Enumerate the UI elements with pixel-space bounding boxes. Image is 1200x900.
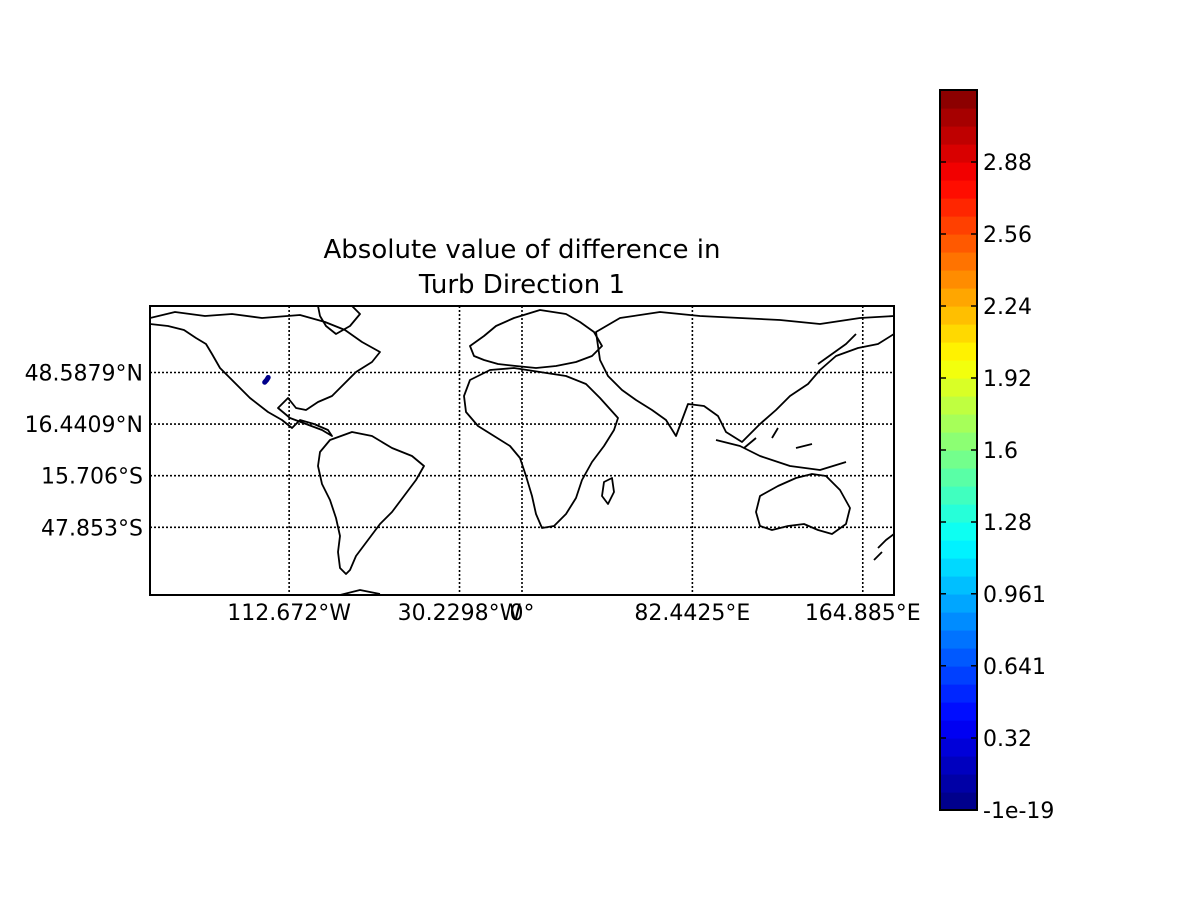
colorbar-band: [940, 324, 977, 343]
colorbar-tick-label: 1.28: [983, 511, 1032, 536]
landmass-indonesia: [715, 427, 847, 471]
colorbar-tick-label: 2.56: [983, 223, 1032, 248]
data-contour: [262, 374, 271, 385]
continent-europe: [469, 309, 603, 369]
colorbar-band: [940, 540, 977, 559]
colorbar-band: [940, 720, 977, 739]
colorbar-band: [940, 162, 977, 181]
colorbar-band: [940, 522, 977, 541]
colorbar-tick-label: 0.641: [983, 655, 1046, 680]
meridian-label: 82.4425°E: [634, 601, 750, 626]
continent-asia: [595, 311, 894, 443]
parallel-label: 47.853°S: [41, 516, 143, 541]
colorbar-band: [940, 702, 977, 721]
colorbar-tick-label: 0.961: [983, 583, 1046, 608]
colorbar-band: [940, 126, 977, 145]
colorbar-band: [940, 738, 977, 757]
parallel-labels: 48.5879°N 16.4409°N 15.706°S 47.853°S: [25, 361, 143, 541]
landmass-greenland: [317, 306, 361, 335]
colorbar-band: [940, 432, 977, 451]
colorbar-band: [940, 756, 977, 775]
colorbar-band: [940, 612, 977, 631]
colorbar-band: [940, 684, 977, 703]
colorbar-band: [940, 90, 977, 109]
landmass-new-zealand: [873, 533, 894, 561]
colorbar-band: [940, 504, 977, 523]
colorbar-band: [940, 630, 977, 649]
colorbar-band: [940, 288, 977, 307]
colorbar: -1e-19 0.32 0.641 0.961 1.28 1.6 1.92 2.24 2.56 2…: [939, 89, 1054, 824]
parallel-label: 15.706°S: [41, 465, 143, 490]
colorbar-band: [940, 216, 977, 235]
colorbar-band: [940, 648, 977, 667]
meridian-label: 0°: [510, 601, 535, 626]
parallel-label: 16.4409°N: [25, 413, 143, 438]
colorbar-tick-label: -1e-19: [983, 799, 1054, 824]
colorbar-band: [940, 396, 977, 415]
colorbar-band: [940, 486, 977, 505]
colorbar-band: [940, 576, 977, 595]
colorbar-band: [940, 378, 977, 397]
landmass-madagascar: [601, 477, 615, 505]
colorbar-band: [940, 306, 977, 325]
colorbar-band: [940, 414, 977, 433]
continent-south-america: [317, 431, 425, 575]
meridian-label: 164.885°E: [805, 601, 921, 626]
parallel-label: 48.5879°N: [25, 361, 143, 386]
colorbar-ticks: -1e-19 0.32 0.641 0.961 1.28 1.6 1.92 2.24 2.56 2…: [940, 151, 1054, 824]
landmass-antarctica: [339, 589, 381, 595]
colorbar-tick-label: 2.24: [983, 295, 1032, 320]
colorbar-tick-label: 1.92: [983, 367, 1032, 392]
continent-africa: [463, 367, 619, 529]
colorbar-bands: [940, 90, 977, 811]
colorbar-band: [940, 234, 977, 253]
graticule: [150, 306, 894, 595]
colorbar-band: [940, 108, 977, 127]
meridian-label: 30.2298°W: [398, 601, 522, 626]
landmass-japan: [817, 333, 857, 365]
map-title-line1: Absolute value of difference in: [324, 235, 721, 265]
map-panel: [149, 305, 895, 596]
colorbar-band: [940, 450, 977, 469]
colorbar-band: [940, 180, 977, 199]
colorbar-band: [940, 594, 977, 613]
colorbar-band: [940, 558, 977, 577]
map-title-line2: Turb Direction 1: [418, 270, 625, 300]
colorbar-band: [940, 792, 977, 811]
colorbar-tick-label: 0.32: [983, 727, 1032, 752]
colorbar-band: [940, 360, 977, 379]
colorbar-tick-label: 1.6: [983, 439, 1018, 464]
colorbar-band: [940, 666, 977, 685]
colorbar-band: [940, 468, 977, 487]
colorbar-band: [940, 144, 977, 163]
colorbar-band: [940, 252, 977, 271]
colorbar-tick-label: 2.88: [983, 151, 1032, 176]
colorbar-band: [940, 342, 977, 361]
colorbar-band: [940, 198, 977, 217]
colorbar-band: [940, 270, 977, 289]
meridian-label: 112.672°W: [227, 601, 351, 626]
continent-north-america: [150, 311, 381, 437]
colorbar-band: [940, 774, 977, 793]
map-frame: [149, 305, 895, 596]
meridian-labels: 112.672°W 30.2298°W0° 82.4425°E 164.885°E: [227, 601, 920, 626]
